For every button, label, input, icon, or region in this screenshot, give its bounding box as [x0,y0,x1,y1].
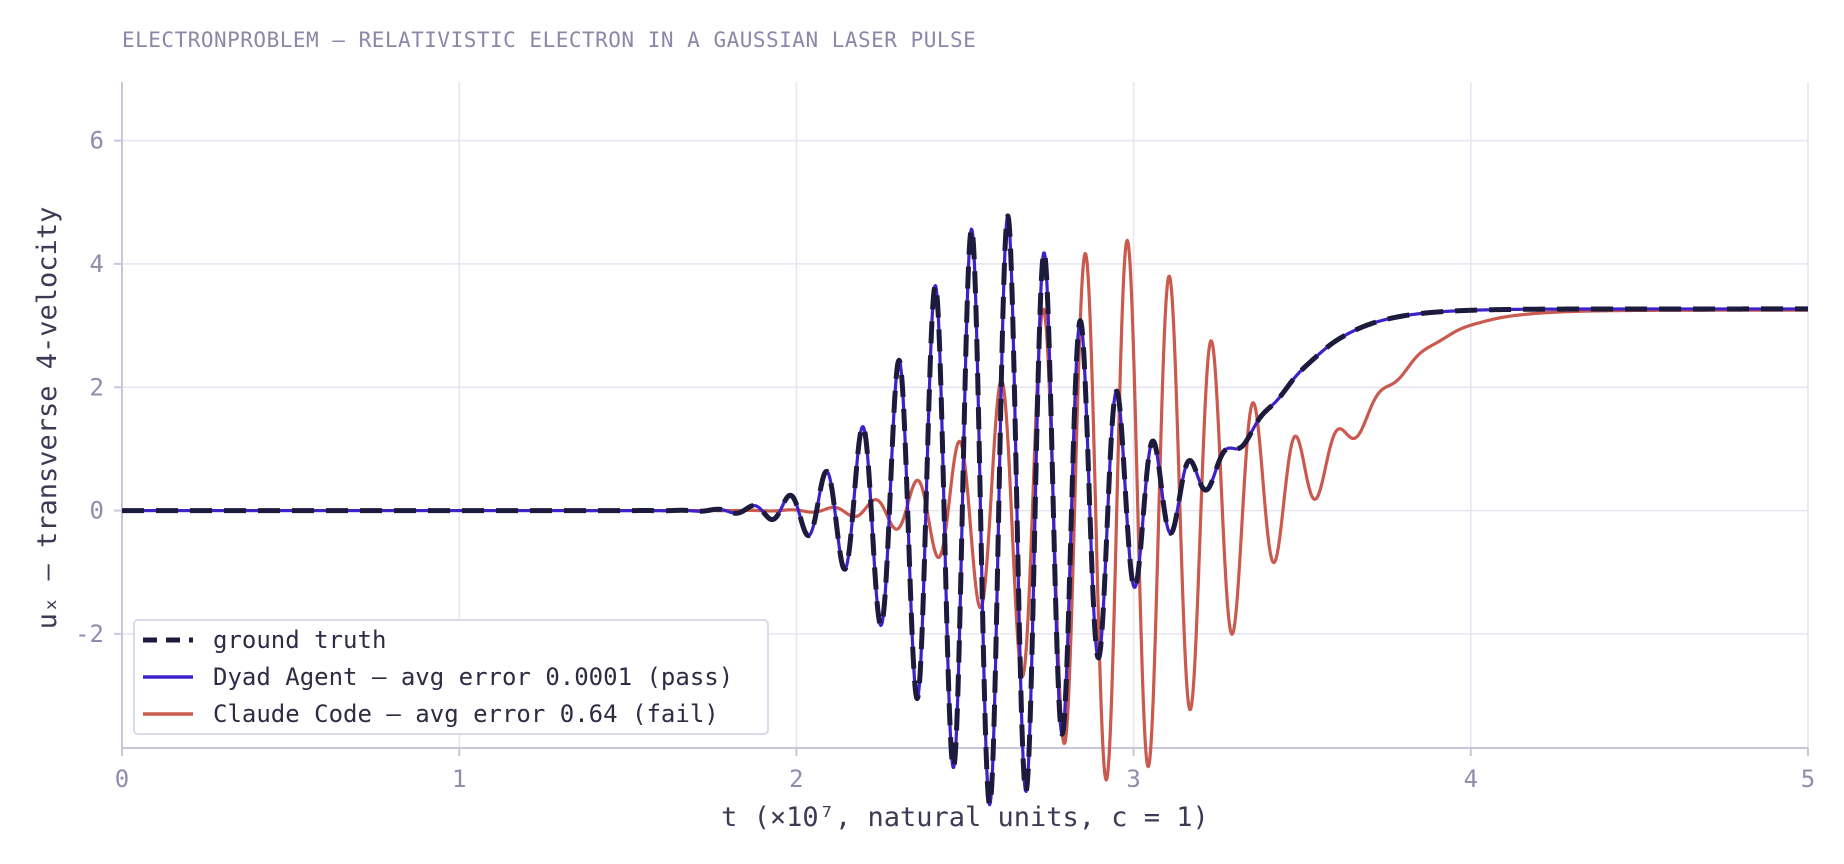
y-tick-label: -2 [75,620,104,648]
legend-entry-claude-code: Claude Code — avg error 0.64 (fail) [213,700,719,728]
x-tick-label: 4 [1464,765,1478,793]
x-axis-label: t (×10⁷, natural units, c = 1) [721,802,1209,833]
y-tick-label: 6 [90,127,104,155]
x-tick-label: 5 [1801,765,1815,793]
series-line-0 [120,213,1810,808]
y-tick-label: 4 [90,250,104,278]
ticks-layer: 0 1 2 3 4 5 -2 0 2 4 6 [75,127,1815,793]
y-axis-label: uₓ — transverse 4-velocity [32,207,63,630]
series-layer [120,213,1810,808]
x-tick-label: 0 [115,765,129,793]
x-tick-label: 1 [452,765,466,793]
legend-entry-dyad-agent: Dyad Agent — avg error 0.0001 (pass) [213,663,733,691]
y-tick-label: 0 [90,497,104,525]
legend: ground truth Dyad Agent — avg error 0.00… [133,619,769,735]
chart-title: ELECTRONPROBLEM — RELATIVISTIC ELECTRON … [122,28,976,52]
y-tick-label: 2 [90,373,104,401]
legend-box [133,619,769,735]
axes-layer [114,82,1809,756]
legend-entry-ground-truth: ground truth [213,626,386,654]
x-tick-label: 3 [1126,765,1140,793]
x-tick-label: 2 [789,765,803,793]
